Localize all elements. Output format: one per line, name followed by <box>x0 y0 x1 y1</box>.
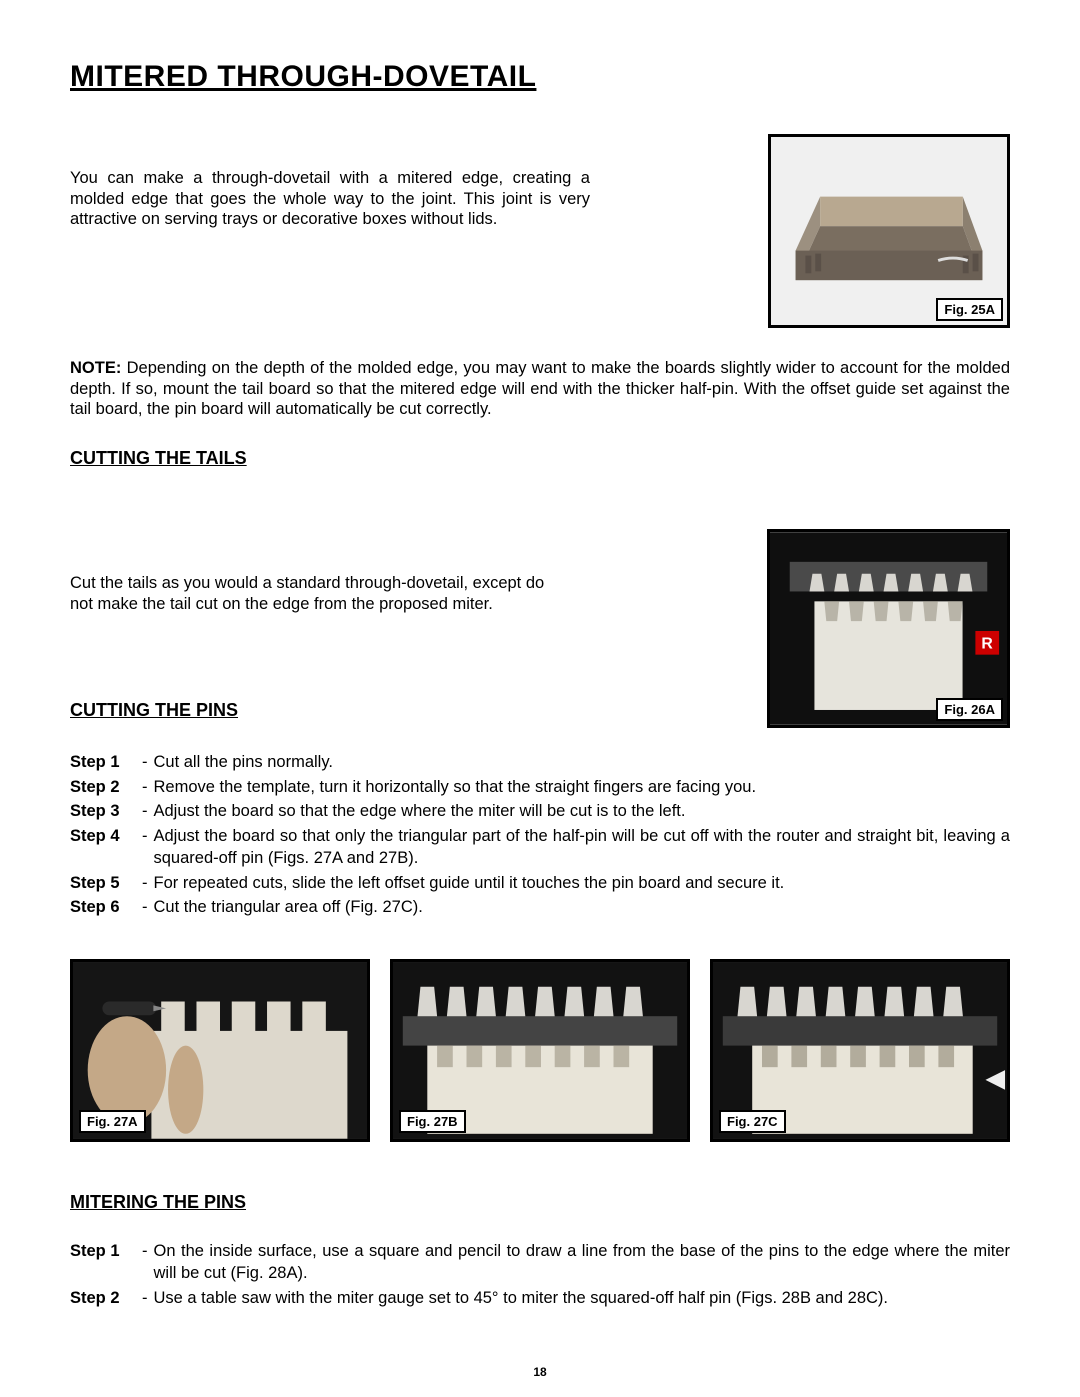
page-title: MITERED THROUGH-DOVETAIL <box>70 60 1010 94</box>
step-dash: - <box>142 752 154 774</box>
figure-27c: Fig. 27C <box>710 959 1010 1142</box>
figure-27a: Fig. 27A <box>70 959 370 1142</box>
step-dash: - <box>142 873 154 895</box>
note-label: NOTE: <box>70 359 121 377</box>
step-dash: - <box>142 1241 154 1285</box>
step-row: Step 2-Use a table saw with the miter ga… <box>70 1288 1010 1310</box>
step-text: Adjust the board so that only the triang… <box>154 826 1011 870</box>
step-dash: - <box>142 897 154 919</box>
step-dash: - <box>142 826 154 870</box>
intro-text: You can make a through-dovetail with a m… <box>70 134 590 230</box>
figure-27b-label: Fig. 27B <box>399 1110 466 1133</box>
tray-illustration-icon <box>771 137 1007 325</box>
intro-row: You can make a through-dovetail with a m… <box>70 134 1010 328</box>
figure-25a-label: Fig. 25A <box>936 298 1003 321</box>
svg-text:R: R <box>981 636 993 653</box>
step-label: Step 2 <box>70 777 142 799</box>
note-paragraph: NOTE: Depending on the depth of the mold… <box>70 358 1010 420</box>
step-row: Step 5-For repeated cuts, slide the left… <box>70 873 1010 895</box>
step-label: Step 3 <box>70 801 142 823</box>
step-row: Step 1-Cut all the pins normally. <box>70 752 1010 774</box>
step-label: Step 4 <box>70 826 142 870</box>
page-number: 18 <box>0 1365 1080 1379</box>
figure-26a-label: Fig. 26A <box>936 698 1003 721</box>
step-text: Cut the triangular area off (Fig. 27C). <box>154 897 1011 919</box>
step-text: Use a table saw with the miter gauge set… <box>154 1288 1011 1310</box>
step-dash: - <box>142 1288 154 1310</box>
step-text: On the inside surface, use a square and … <box>154 1241 1011 1285</box>
figure-25a: Fig. 25A <box>768 134 1010 328</box>
note-body: Depending on the depth of the molded edg… <box>70 359 1010 418</box>
step-label: Step 1 <box>70 752 142 774</box>
step-row: Step 3-Adjust the board so that the edge… <box>70 801 1010 823</box>
miter-steps-list: Step 1-On the inside surface, use a squa… <box>70 1241 1010 1309</box>
figure-26a: R Fig. 26A <box>767 529 1010 728</box>
step-row: Step 2-Remove the template, turn it hori… <box>70 777 1010 799</box>
step-text: Remove the template, turn it horizontall… <box>154 777 1011 799</box>
step-text: For repeated cuts, slide the left offset… <box>154 873 1011 895</box>
step-text: Adjust the board so that the edge where … <box>154 801 1011 823</box>
mitering-pins-heading: MITERING THE PINS <box>70 1192 1010 1213</box>
step-row: Step 6-Cut the triangular area off (Fig.… <box>70 897 1010 919</box>
step-label: Step 5 <box>70 873 142 895</box>
cutting-tails-heading: CUTTING THE TAILS <box>70 448 1010 469</box>
step-row: Step 1-On the inside surface, use a squa… <box>70 1241 1010 1285</box>
tails-row: Cut the tails as you would a standard th… <box>70 529 1010 728</box>
figure-27c-label: Fig. 27C <box>719 1110 786 1133</box>
pins-steps-list: Step 1-Cut all the pins normally.Step 2-… <box>70 752 1010 919</box>
step-dash: - <box>142 777 154 799</box>
cutting-pins-heading: CUTTING THE PINS <box>70 700 238 721</box>
step-text: Cut all the pins normally. <box>154 752 1011 774</box>
figure-27b: Fig. 27B <box>390 959 690 1142</box>
step-label: Step 2 <box>70 1288 142 1310</box>
figure-27-row: Fig. 27A <box>70 959 1010 1142</box>
figure-27a-label: Fig. 27A <box>79 1110 146 1133</box>
step-dash: - <box>142 801 154 823</box>
jig-illustration-icon: R <box>770 532 1007 725</box>
tails-body: Cut the tails as you would a standard th… <box>70 529 570 614</box>
step-row: Step 4-Adjust the board so that only the… <box>70 826 1010 870</box>
step-label: Step 6 <box>70 897 142 919</box>
step-label: Step 1 <box>70 1241 142 1285</box>
